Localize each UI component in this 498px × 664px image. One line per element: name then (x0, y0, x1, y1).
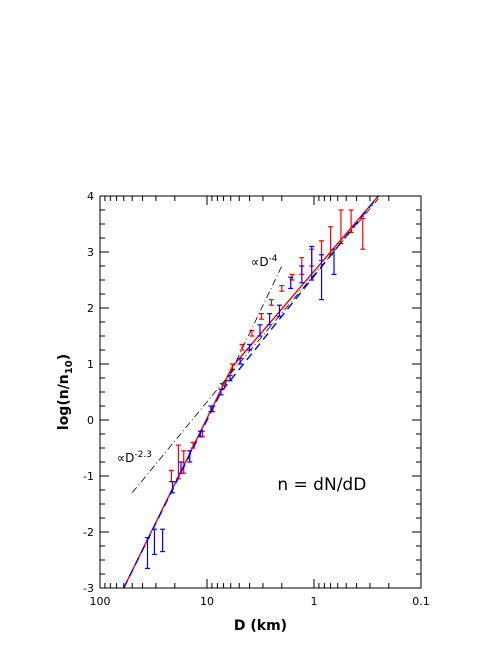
annotation-2: n = dN/dD (277, 475, 366, 495)
annotation-text: n = dN/dD (277, 475, 366, 495)
error-bar (258, 313, 264, 320)
error-bar (168, 469, 174, 483)
error-bar (319, 254, 325, 301)
y-tick-label: -1 (83, 470, 94, 483)
series-2 (131, 198, 379, 494)
error-bar (247, 343, 253, 351)
error-bar (160, 528, 166, 553)
y-axis-title-subscript: 10 (64, 360, 75, 374)
annotation-1: ∝D-4 (251, 254, 278, 269)
x-axis-title: D (km) (234, 618, 287, 634)
x-tick-label: 100 (90, 595, 111, 608)
error-bar (144, 536, 150, 570)
y-tick-label: -2 (83, 526, 94, 539)
annotation-text: ∝D (251, 255, 269, 269)
y-axis-title-main: log(n/n (56, 374, 72, 430)
series-3 (223, 265, 283, 387)
axes: 100 10 1 0.1 -3 -2 -1 0 1 2 3 4 (83, 190, 430, 608)
fit-line (131, 198, 379, 494)
error-bar (170, 481, 176, 494)
y-axis-title: log(n/n10) (56, 354, 75, 430)
fit-line (123, 196, 379, 588)
error-bar (267, 313, 273, 326)
x-tick-label: 10 (200, 595, 214, 608)
error-bar (249, 329, 255, 337)
annotation-superscript: -2.3 (134, 450, 152, 460)
annotation-text: ∝D (117, 451, 135, 465)
error-bar (187, 450, 193, 463)
error-bar (360, 217, 366, 250)
error-bar (239, 343, 245, 351)
y-tick-label: 0 (87, 414, 94, 427)
error-bar (277, 304, 283, 317)
annotation-superscript: -4 (269, 254, 278, 264)
y-tick-label: -3 (83, 582, 94, 595)
error-bar (279, 285, 285, 292)
error-bar (227, 374, 233, 382)
fit-line (223, 265, 283, 387)
series-layer (123, 196, 379, 588)
error-bar (268, 299, 274, 306)
x-tick-label: 0.1 (412, 595, 430, 608)
y-tick-label: 1 (87, 358, 94, 371)
y-axis-title-close: ) (56, 354, 72, 360)
series-1 (123, 196, 379, 588)
error-bar (208, 405, 214, 413)
annotation-0: ∝D-2.3 (117, 450, 152, 465)
error-bar (288, 276, 294, 289)
error-bar (237, 357, 243, 365)
error-bar (198, 430, 204, 438)
y-tick-label: 3 (87, 246, 94, 259)
error-bar (299, 265, 305, 284)
y-tick-label: 2 (87, 302, 94, 315)
error-bar (218, 388, 224, 396)
x-tick-label: 1 (311, 595, 318, 608)
error-bar (309, 245, 315, 281)
annotations: ∝D-2.3∝D-4n = dN/dD (117, 254, 367, 495)
error-bar (178, 461, 184, 474)
error-bar (151, 528, 157, 556)
error-bar (331, 248, 337, 275)
error-bar (257, 324, 263, 337)
y-tick-label: 4 (87, 190, 94, 203)
